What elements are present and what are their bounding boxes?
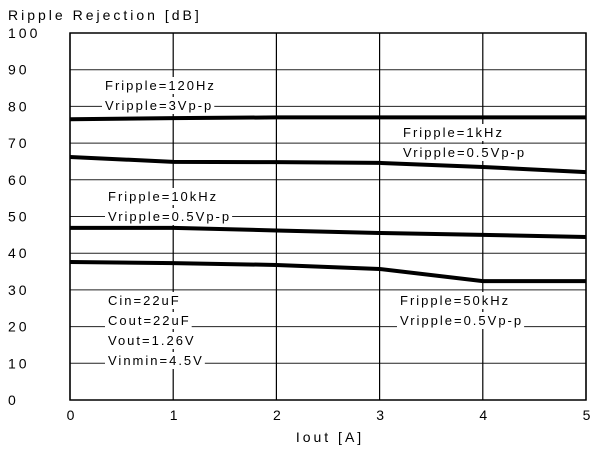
x-axis-label: Iout [A]	[296, 429, 364, 445]
x-tick-label: 3	[376, 407, 387, 423]
annotation: Fripple=10kHz	[108, 189, 218, 204]
series-line	[69, 155, 587, 175]
y-tick-label: 50	[8, 209, 30, 225]
series-line	[70, 225, 587, 240]
x-tick-label: 4	[479, 407, 490, 423]
label-bg	[397, 312, 525, 329]
y-tick-label: 70	[8, 135, 30, 151]
label-bg	[400, 144, 528, 161]
y-tick-label: 20	[8, 319, 30, 335]
annotation: Vripple=3Vp-p	[105, 98, 213, 113]
label-bg	[105, 352, 205, 369]
x-tick-label: 5	[583, 407, 590, 423]
y-tick-label: 100	[8, 25, 40, 41]
plot-frame	[69, 32, 587, 401]
annotation: Fripple=50kHz	[400, 293, 510, 308]
annotation: Cin=22uF	[108, 293, 181, 308]
y-tick-label: 90	[8, 62, 30, 78]
annotation: Vripple=0.5Vp-p	[108, 209, 231, 224]
label-bg	[105, 312, 192, 329]
annotation: Vripple=0.5Vp-p	[400, 313, 523, 328]
series-line	[69, 260, 586, 284]
x-tick-label: 2	[273, 407, 284, 423]
annotation: Vout=1.26V	[108, 333, 196, 348]
label-bg	[102, 77, 217, 94]
x-tick-label: 1	[170, 407, 181, 423]
label-bg	[105, 292, 182, 309]
annotations: Fripple=120Hz Vripple=3Vp-p Fripple=1kHz Vr…	[102, 77, 528, 369]
annotation: Fripple=120Hz	[105, 78, 216, 93]
label-bg	[105, 208, 233, 225]
label-bg	[105, 188, 220, 205]
y-tick-label: 0	[8, 392, 19, 408]
label-bg	[105, 332, 197, 349]
annotation: Cout=22uF	[108, 313, 191, 328]
label-bg	[400, 124, 505, 141]
y-tick-label: 60	[8, 172, 30, 188]
y-tick-label: 10	[8, 355, 30, 371]
y-tick-label: 40	[8, 245, 30, 261]
series-line	[69, 115, 586, 122]
chart-title: Ripple Rejection [dB]	[8, 7, 202, 23]
annotation: Vinmin=4.5V	[108, 353, 204, 368]
annotation: Fripple=1kHz	[403, 125, 504, 140]
x-tick-label: 0	[67, 407, 78, 423]
annotation: Vripple=0.5Vp-p	[403, 145, 526, 160]
label-bg	[102, 97, 215, 114]
y-tick-label: 30	[8, 282, 30, 298]
label-bg	[397, 292, 512, 309]
y-tick-label: 80	[8, 98, 30, 114]
